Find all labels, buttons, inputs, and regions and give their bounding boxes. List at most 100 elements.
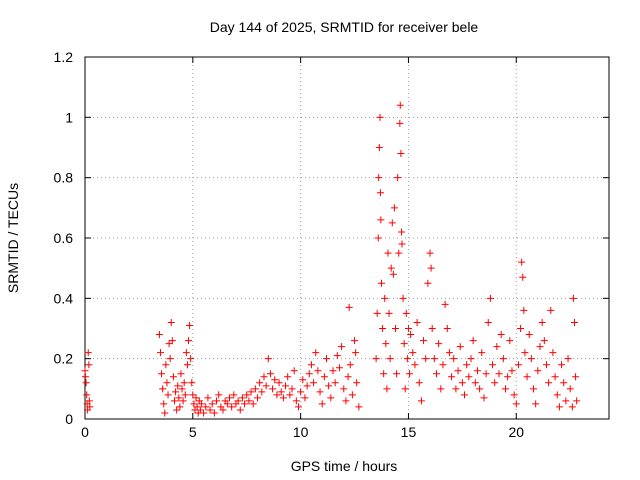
data-point bbox=[228, 403, 236, 411]
data-point bbox=[210, 409, 218, 417]
data-point bbox=[344, 373, 352, 381]
data-point bbox=[236, 406, 244, 414]
x-tick-label: 10 bbox=[293, 424, 309, 440]
data-point bbox=[213, 397, 221, 405]
data-point bbox=[542, 361, 550, 369]
data-point bbox=[256, 379, 264, 387]
data-point bbox=[514, 361, 522, 369]
data-point bbox=[386, 355, 394, 363]
data-point bbox=[432, 370, 440, 378]
data-point bbox=[385, 309, 393, 317]
y-tick-label: 0.2 bbox=[54, 351, 74, 367]
data-point bbox=[424, 279, 432, 287]
data-point bbox=[388, 219, 396, 227]
data-point bbox=[190, 400, 198, 408]
data-point bbox=[518, 258, 526, 266]
data-point bbox=[161, 409, 169, 417]
data-point bbox=[189, 391, 197, 399]
data-point bbox=[463, 361, 471, 369]
data-point bbox=[335, 364, 343, 372]
data-point bbox=[208, 400, 216, 408]
data-point bbox=[430, 355, 438, 363]
data-point bbox=[84, 349, 92, 357]
data-point bbox=[279, 394, 287, 402]
data-point bbox=[182, 349, 190, 357]
data-point bbox=[376, 189, 384, 197]
y-tick-label: 1.2 bbox=[54, 49, 74, 65]
data-point bbox=[395, 249, 403, 257]
grid-lines bbox=[85, 57, 609, 419]
data-point bbox=[174, 382, 182, 390]
data-point bbox=[225, 394, 233, 402]
data-point bbox=[245, 397, 253, 405]
data-point bbox=[506, 337, 514, 345]
data-point bbox=[327, 394, 335, 402]
data-point bbox=[299, 376, 307, 384]
data-point bbox=[415, 379, 423, 387]
data-point bbox=[223, 400, 231, 408]
data-point bbox=[340, 385, 348, 393]
data-point bbox=[167, 318, 175, 326]
data-point bbox=[243, 391, 251, 399]
data-point bbox=[284, 373, 292, 381]
data-point bbox=[545, 379, 553, 387]
data-point bbox=[331, 379, 339, 387]
data-point bbox=[188, 379, 196, 387]
data-point bbox=[549, 349, 557, 357]
data-point bbox=[562, 397, 570, 405]
data-point bbox=[196, 406, 204, 414]
data-point bbox=[305, 370, 313, 378]
data-point bbox=[258, 388, 266, 396]
data-point bbox=[81, 373, 89, 381]
data-point bbox=[172, 388, 180, 396]
data-point bbox=[482, 370, 490, 378]
data-point bbox=[534, 367, 542, 375]
data-point bbox=[351, 337, 359, 345]
y-tick-label: 0.4 bbox=[54, 290, 74, 306]
data-point bbox=[294, 403, 302, 411]
data-point bbox=[441, 300, 449, 308]
data-point bbox=[329, 367, 337, 375]
data-point bbox=[523, 373, 531, 381]
data-point bbox=[422, 355, 430, 363]
data-point bbox=[204, 394, 212, 402]
data-point bbox=[558, 361, 566, 369]
data-point bbox=[325, 382, 333, 390]
data-point bbox=[450, 355, 458, 363]
data-point bbox=[307, 361, 315, 369]
data-point bbox=[493, 343, 501, 351]
data-point bbox=[234, 397, 242, 405]
data-point bbox=[247, 388, 255, 396]
data-point bbox=[527, 355, 535, 363]
data-point bbox=[206, 406, 214, 414]
data-point bbox=[186, 321, 194, 329]
data-point bbox=[547, 306, 555, 314]
data-point bbox=[501, 385, 509, 393]
data-point bbox=[168, 337, 176, 345]
data-point bbox=[249, 400, 257, 408]
data-point bbox=[417, 397, 425, 405]
data-point bbox=[170, 397, 178, 405]
data-point bbox=[458, 379, 466, 387]
data-point bbox=[519, 273, 527, 281]
data-point bbox=[551, 373, 559, 381]
data-point bbox=[187, 355, 195, 363]
data-point bbox=[254, 394, 262, 402]
data-point bbox=[555, 403, 563, 411]
x-tick-label: 0 bbox=[81, 424, 89, 440]
data-point bbox=[409, 349, 417, 357]
data-point bbox=[297, 388, 305, 396]
data-point bbox=[241, 400, 249, 408]
data-point bbox=[397, 150, 405, 158]
data-point bbox=[312, 349, 320, 357]
data-point bbox=[387, 264, 395, 272]
data-point bbox=[310, 379, 318, 387]
data-point bbox=[532, 400, 540, 408]
data-point bbox=[560, 379, 568, 387]
data-point bbox=[314, 367, 322, 375]
axis-ticks: 0 5 10 15 20 0 0.2 0.4 0.6 0.8 1 1.2 bbox=[54, 49, 609, 440]
data-point bbox=[499, 355, 507, 363]
data-point bbox=[266, 370, 274, 378]
data-point bbox=[219, 406, 227, 414]
